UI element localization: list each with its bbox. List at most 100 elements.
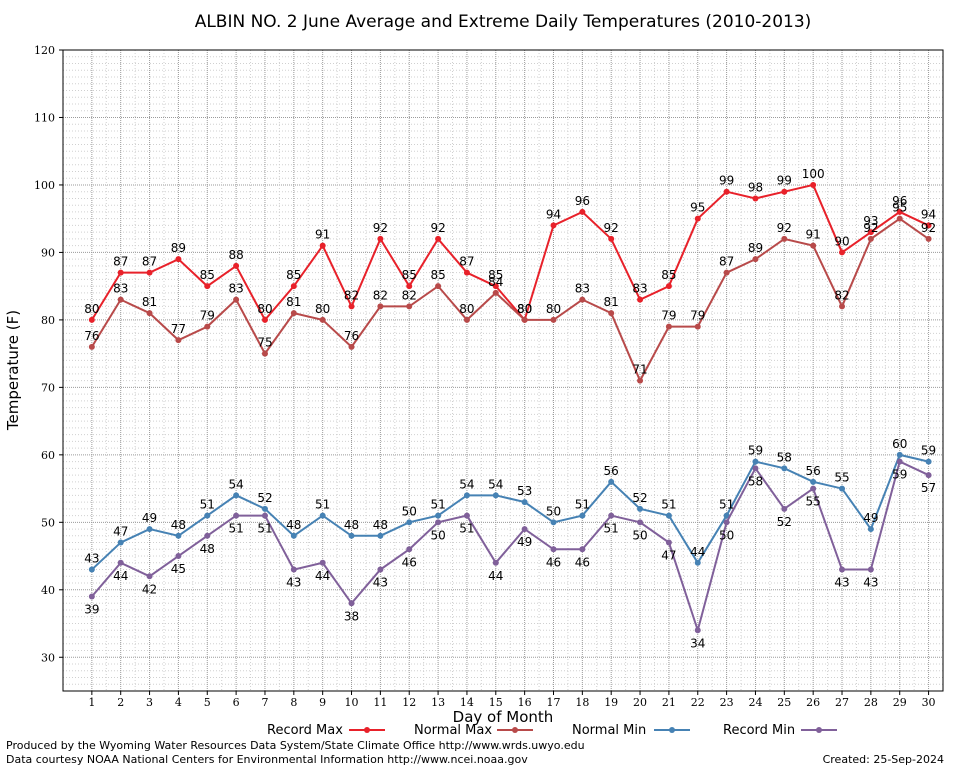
- data-point-record-min: [781, 505, 788, 512]
- series-line-record-min: [91, 460, 929, 634]
- data-label-record-min: 44: [488, 569, 503, 583]
- data-label-normal-max: 80: [517, 302, 532, 316]
- x-tick-label: 8: [290, 696, 297, 709]
- legend-label-record-max: Record Max: [267, 723, 343, 738]
- data-label-record-min: 51: [257, 522, 272, 536]
- data-label-normal-max: 80: [315, 302, 330, 316]
- data-label-normal-max: 82: [373, 288, 388, 302]
- data-point-normal-min: [463, 492, 470, 499]
- data-point-record-min: [867, 566, 874, 573]
- data-point-normal-min: [867, 526, 874, 533]
- footer-courtesy: Data courtesy NOAA National Centers for …: [6, 753, 528, 766]
- y-tick-label: 50: [41, 516, 55, 529]
- data-label-normal-min: 48: [344, 518, 359, 532]
- data-point-record-max: [117, 269, 124, 276]
- data-label-normal-max: 80: [546, 302, 561, 316]
- data-label-normal-min: 51: [719, 498, 734, 512]
- data-point-normal-min: [781, 465, 788, 472]
- data-label-normal-max: 75: [257, 336, 272, 350]
- data-label-record-min: 43: [863, 576, 878, 590]
- data-label-normal-max: 82: [402, 288, 417, 302]
- data-label-record-min: 44: [315, 569, 330, 583]
- data-label-record-max: 96: [575, 194, 590, 208]
- data-point-record-min: [665, 539, 672, 546]
- data-point-record-min: [896, 458, 903, 465]
- data-point-record-min: [723, 519, 730, 526]
- data-point-normal-min: [579, 512, 586, 519]
- data-point-normal-max: [204, 323, 211, 330]
- data-label-record-max: 87: [459, 255, 474, 269]
- data-label-record-max: 94: [921, 207, 936, 221]
- series-normal-max: 76 83 81 77 79 83 75 81 80 76 82 82 85 80 84 80 80 83 81 71…: [84, 201, 936, 384]
- x-tick-label: 26: [806, 696, 820, 709]
- data-label-normal-max: 92: [863, 221, 878, 235]
- data-point-record-max: [146, 269, 153, 276]
- x-tick-label: 29: [893, 696, 907, 709]
- data-label-record-min: 43: [286, 576, 301, 590]
- legend-marker-record-min: [816, 727, 822, 733]
- data-label-normal-max: 76: [344, 329, 359, 343]
- data-point-record-max: [204, 283, 211, 290]
- series-record-min: 39 44 42 45 48 51 51 43 44 38 43 46 50 51 44 49 46 46 51 50…: [84, 458, 936, 650]
- data-point-record-min: [146, 573, 153, 580]
- x-tick-label: 15: [489, 696, 503, 709]
- data-label-record-max: 80: [257, 302, 272, 316]
- data-label-normal-min: 51: [200, 498, 215, 512]
- data-label-record-min: 45: [171, 562, 186, 576]
- data-point-record-min: [637, 519, 644, 526]
- footer-created: Created: 25-Sep-2024: [823, 753, 944, 766]
- data-label-normal-max: 87: [719, 255, 734, 269]
- chart-series: 80 87 87 89 85 88 80 85 91 82 92 85 92 87 85 80 94 96 92 83…: [84, 167, 936, 650]
- data-label-record-min: 58: [748, 474, 763, 488]
- data-point-normal-min: [637, 505, 644, 512]
- data-point-record-min: [463, 512, 470, 519]
- legend-marker-record-max: [364, 727, 370, 733]
- data-label-record-min: 51: [228, 522, 243, 536]
- data-point-record-min: [290, 566, 297, 573]
- data-point-normal-min: [723, 512, 730, 519]
- data-label-normal-max: 79: [690, 309, 705, 323]
- data-point-normal-min: [608, 478, 615, 485]
- x-axis-ticks: 1 2 3 4 5 6 7 8 9 10 11 12 13 14 15 16 17 18 19 20 21 22 23 24 2…: [88, 691, 936, 709]
- data-label-record-min: 48: [200, 542, 215, 556]
- x-tick-label: 1: [88, 696, 95, 709]
- data-label-normal-max: 79: [661, 309, 676, 323]
- data-label-record-max: 85: [661, 268, 676, 282]
- plot-frame: [62, 49, 944, 692]
- data-point-normal-min: [290, 532, 297, 539]
- data-label-record-max: 91: [315, 228, 330, 242]
- data-label-record-min: 46: [402, 555, 417, 569]
- data-label-record-max: 100: [802, 167, 825, 181]
- data-label-normal-max: 76: [84, 329, 99, 343]
- legend-marker-normal-min: [669, 727, 675, 733]
- data-label-record-min: 57: [921, 481, 936, 495]
- x-tick-label: 14: [460, 696, 474, 709]
- data-label-normal-min: 51: [430, 498, 445, 512]
- data-point-normal-max: [896, 215, 903, 222]
- data-label-normal-max: 83: [575, 282, 590, 296]
- data-label-normal-min: 54: [228, 477, 243, 491]
- data-label-record-min: 55: [806, 495, 821, 509]
- x-tick-label: 20: [633, 696, 647, 709]
- legend-marker-normal-max: [512, 727, 518, 733]
- data-label-record-max: 92: [430, 221, 445, 235]
- data-label-normal-min: 48: [373, 518, 388, 532]
- data-point-record-max: [579, 208, 586, 215]
- data-point-record-min: [435, 519, 442, 526]
- data-point-record-max: [867, 229, 874, 236]
- chart-grid: [63, 50, 944, 691]
- data-label-record-max: 92: [604, 221, 619, 235]
- x-tick-label: 30: [922, 696, 936, 709]
- data-label-normal-max: 83: [228, 282, 243, 296]
- data-label-record-min: 50: [719, 528, 734, 542]
- data-point-record-max: [925, 222, 932, 229]
- legend-label-normal-min: Normal Min: [572, 723, 646, 738]
- data-label-record-max: 83: [632, 282, 647, 296]
- data-point-normal-min: [175, 532, 182, 539]
- data-point-record-min: [204, 532, 211, 539]
- data-point-normal-max: [175, 337, 182, 344]
- data-point-normal-min: [435, 512, 442, 519]
- data-point-record-max: [290, 283, 297, 290]
- x-tick-label: 22: [691, 696, 705, 709]
- x-tick-label: 16: [518, 696, 532, 709]
